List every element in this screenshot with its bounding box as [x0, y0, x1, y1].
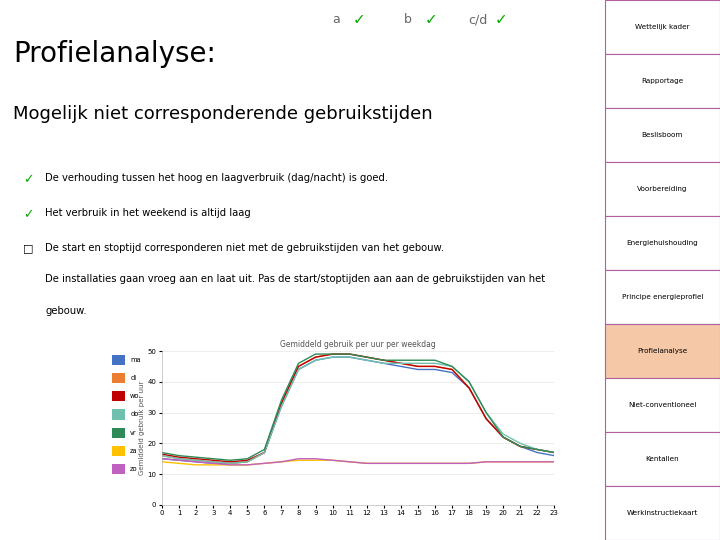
Text: ✓: ✓ — [23, 208, 34, 221]
Text: Rapportage: Rapportage — [642, 78, 683, 84]
Text: Energiehuishouding: Energiehuishouding — [626, 240, 698, 246]
Bar — [605, 486, 720, 540]
Text: ✓: ✓ — [352, 12, 365, 28]
Bar — [112, 446, 125, 456]
Text: b: b — [405, 14, 412, 26]
Text: ✓: ✓ — [23, 173, 34, 186]
Text: Beslisboom: Beslisboom — [642, 132, 683, 138]
Text: Principe energieprofiel: Principe energieprofiel — [621, 294, 703, 300]
Text: zo: zo — [130, 466, 138, 472]
Text: Profielanalyse: Profielanalyse — [637, 348, 688, 354]
Bar — [112, 355, 125, 365]
Text: za: za — [130, 448, 138, 454]
Text: a: a — [332, 14, 340, 26]
Text: c/d: c/d — [468, 14, 487, 26]
Bar — [605, 108, 720, 162]
Text: Mogelijk niet corresponderende gebruikstijden: Mogelijk niet corresponderende gebruikst… — [13, 105, 433, 123]
Text: ✓: ✓ — [495, 12, 507, 28]
Text: Kentallen: Kentallen — [646, 456, 679, 462]
Bar — [605, 0, 720, 54]
Text: Het verbruik in het weekend is altijd laag: Het verbruik in het weekend is altijd la… — [45, 208, 251, 218]
Bar — [605, 162, 720, 216]
Text: gebouw.: gebouw. — [45, 306, 87, 316]
Bar — [605, 270, 720, 324]
Text: do: do — [130, 411, 138, 417]
Bar — [112, 464, 125, 474]
Bar — [112, 428, 125, 437]
Text: Voorbereiding: Voorbereiding — [637, 186, 688, 192]
Bar — [112, 409, 125, 420]
Title: Gemiddeld gebruik per uur per weekdag: Gemiddeld gebruik per uur per weekdag — [280, 340, 436, 349]
Bar — [605, 324, 720, 378]
Bar — [605, 216, 720, 270]
Text: De verhouding tussen het hoog en laagverbruik (dag/nacht) is goed.: De verhouding tussen het hoog en laagver… — [45, 173, 389, 183]
Bar — [605, 378, 720, 432]
Bar — [605, 432, 720, 486]
Text: Werkinstructiekaart: Werkinstructiekaart — [626, 510, 698, 516]
Text: De start en stoptijd corresponderen niet met de gebruikstijden van het gebouw.: De start en stoptijd corresponderen niet… — [45, 243, 444, 253]
Text: di: di — [130, 375, 136, 381]
Text: Profielanalyse:: Profielanalyse: — [13, 40, 216, 69]
Text: vr: vr — [130, 430, 137, 436]
Bar — [112, 392, 125, 401]
Y-axis label: Gemiddeld gebruik per uur: Gemiddeld gebruik per uur — [139, 381, 145, 475]
Bar — [112, 373, 125, 383]
Text: ✓: ✓ — [425, 12, 438, 28]
Text: ma: ma — [130, 357, 141, 363]
Text: wo: wo — [130, 393, 140, 399]
Text: Niet-conventioneel: Niet-conventioneel — [629, 402, 696, 408]
Text: De installaties gaan vroeg aan en laat uit. Pas de start/stoptijden aan aan de g: De installaties gaan vroeg aan en laat u… — [45, 274, 546, 285]
Text: Wettelijk kader: Wettelijk kader — [635, 24, 690, 30]
Bar — [605, 54, 720, 108]
Text: □: □ — [23, 243, 34, 253]
